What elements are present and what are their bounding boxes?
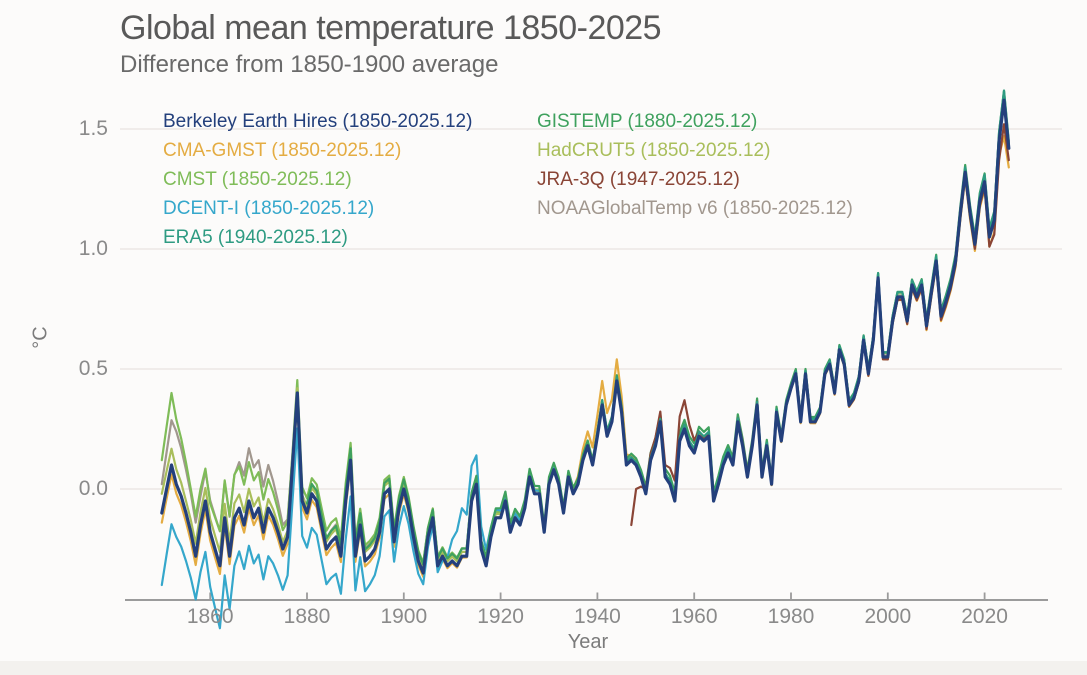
- x-axis-title: Year: [567, 631, 609, 653]
- y-tick-label-0.5: 0.5: [78, 357, 108, 380]
- x-tick-label-1860: 1860: [186, 605, 234, 628]
- legend-item-cmst: CMST (1850-2025.12): [163, 169, 352, 190]
- x-tick-label-1960: 1960: [670, 605, 718, 628]
- legend-item-gistemp: GISTEMP (1880-2025.12): [537, 111, 758, 132]
- x-tick-label-1980: 1980: [767, 605, 815, 628]
- legend-item-dcent: DCENT-I (1850-2025.12): [163, 198, 375, 219]
- y-axis-title: °C: [29, 326, 52, 349]
- series-line-berkeley: [160, 98, 1011, 575]
- chart-title: Global mean temperature 1850-2025: [120, 9, 662, 47]
- page-edge-strip: [0, 661, 1087, 675]
- legend-item-cma_gmst: CMA-GMST (1850-2025.12): [163, 140, 402, 161]
- y-tick-label-0.0: 0.0: [78, 477, 108, 500]
- y-tick-label-1.5: 1.5: [78, 117, 108, 140]
- x-tick-label-1900: 1900: [380, 605, 428, 628]
- legend-item-jra3q: JRA-3Q (1947-2025.12): [537, 169, 740, 190]
- legend-item-hadcrut5: HadCRUT5 (1850-2025.12): [537, 140, 771, 161]
- chart-subtitle: Difference from 1850-1900 average: [120, 51, 499, 79]
- legend-column-left: Berkeley Earth Hires (1850-2025.12) CMA-G…: [163, 107, 472, 252]
- y-tick-label-1.0: 1.0: [78, 237, 108, 260]
- legend-item-era5: ERA5 (1940-2025.12): [163, 227, 348, 248]
- legend-column-right: GISTEMP (1880-2025.12) HadCRUT5 (1850-202…: [537, 107, 853, 223]
- legend-item-noaa: NOAAGlobalTemp v6 (1850-2025.12): [537, 198, 853, 219]
- legend-item-berkeley: Berkeley Earth Hires (1850-2025.12): [163, 111, 473, 132]
- title-block: Global mean temperature 1850-2025 Differ…: [120, 9, 662, 79]
- x-tick-label-1880: 1880: [283, 605, 331, 628]
- x-tick-label-2020: 2020: [961, 605, 1008, 628]
- x-tick-label-2000: 2000: [864, 605, 912, 628]
- x-tick-label-1940: 1940: [574, 605, 621, 628]
- x-tick-label-1920: 1920: [477, 605, 524, 628]
